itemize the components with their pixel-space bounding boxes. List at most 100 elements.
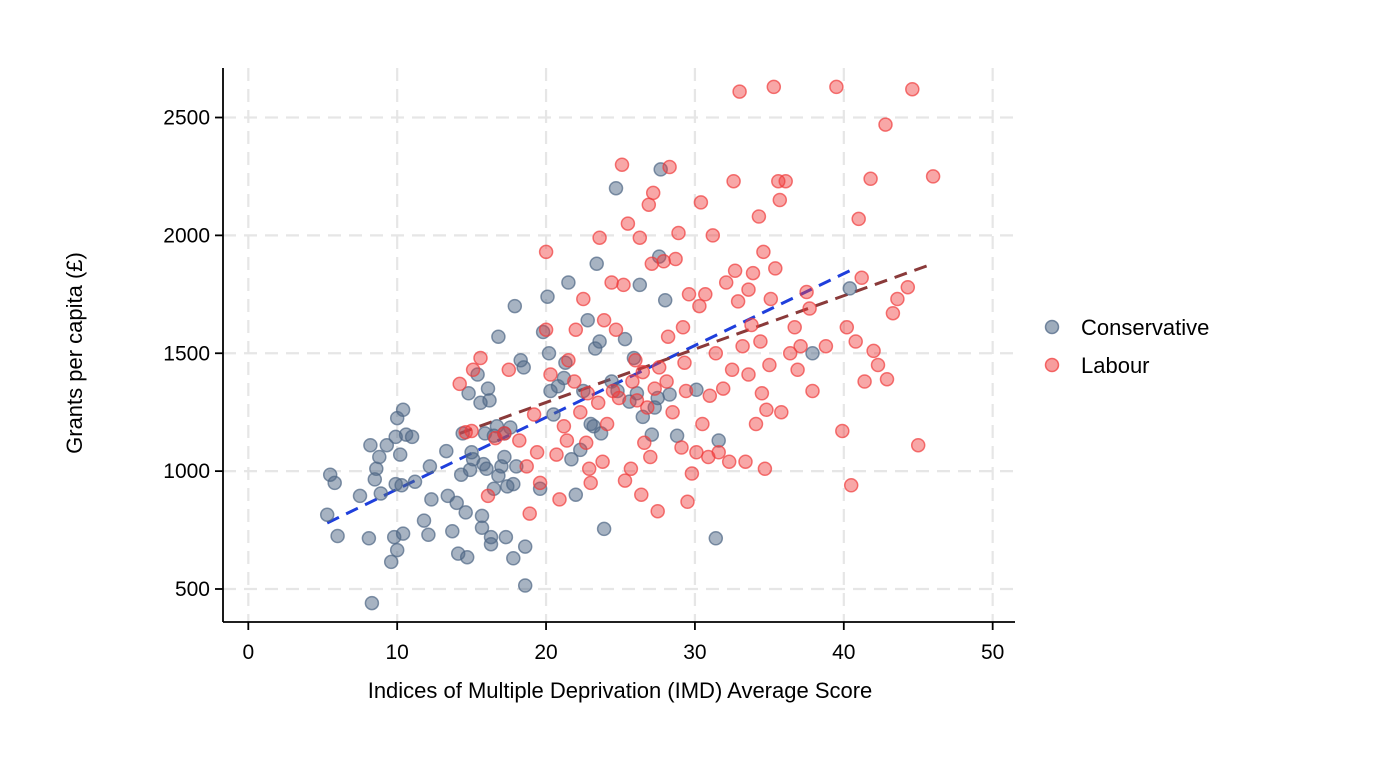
data-point-labour-18 — [549, 447, 564, 462]
data-point-labour-35 — [604, 275, 619, 290]
data-point-labour-134 — [675, 320, 691, 335]
data-point-conservative-33 — [449, 495, 464, 511]
data-point-labour-99 — [763, 291, 779, 307]
data-point-labour-97 — [757, 461, 773, 477]
data-point-labour-7 — [497, 426, 512, 441]
data-point-labour-128 — [890, 291, 905, 307]
data-point-conservative-27 — [422, 459, 438, 474]
data-point-labour-126 — [879, 371, 895, 387]
data-point-labour-88 — [738, 454, 753, 469]
data-point-labour-57 — [656, 254, 671, 269]
data-point-labour-62 — [668, 251, 683, 267]
y-tick-label-1500: 1500 — [163, 342, 210, 365]
y-tick-label-2000: 2000 — [163, 224, 210, 247]
data-point-labour-127 — [885, 305, 901, 321]
data-point-conservative-96 — [608, 180, 624, 196]
data-point-labour-79 — [715, 381, 731, 396]
data-point-labour-100 — [766, 79, 782, 95]
x-tick-label-40: 40 — [832, 641, 855, 664]
data-point-conservative-91 — [589, 256, 604, 271]
data-point-conservative-6 — [361, 531, 377, 546]
data-point-labour-125 — [878, 117, 893, 132]
data-point-labour-90 — [744, 317, 759, 333]
data-point-conservative-5 — [364, 595, 380, 611]
data-point-labour-138 — [581, 461, 597, 477]
data-point-labour-122 — [863, 171, 878, 187]
data-point-labour-70 — [689, 445, 704, 460]
legend-label-labour: Labour — [1081, 353, 1150, 378]
data-point-conservative-13 — [383, 554, 399, 570]
data-point-labour-105 — [778, 173, 793, 189]
data-point-labour-23 — [567, 374, 582, 389]
data-point-labour-29 — [583, 475, 598, 491]
legend-label-conservative: Conservative — [1081, 315, 1209, 340]
x-tick-label-20: 20 — [534, 641, 557, 664]
data-point-labour-89 — [741, 282, 756, 297]
data-point-conservative-67 — [506, 551, 521, 566]
data-point-labour-55 — [650, 503, 665, 519]
x-axis-title: Indices of Multiple Deprivation (IMD) Av… — [368, 678, 873, 703]
data-point-labour-44 — [628, 353, 643, 368]
data-point-conservative-78 — [546, 407, 561, 422]
data-point-conservative-1 — [319, 507, 335, 522]
data-point-conservative-21 — [395, 402, 411, 418]
x-tick-label-10: 10 — [386, 641, 409, 664]
data-point-labour-51 — [643, 449, 658, 465]
data-point-conservative-83 — [564, 452, 579, 467]
data-point-conservative-28 — [424, 492, 439, 507]
data-point-labour-34 — [599, 416, 615, 432]
data-point-labour-91 — [745, 265, 761, 281]
data-points — [319, 79, 941, 611]
data-point-labour-69 — [684, 466, 700, 481]
data-point-labour-38 — [614, 157, 630, 172]
data-point-labour-133 — [635, 364, 651, 380]
data-point-labour-33 — [596, 312, 612, 328]
data-point-labour-68 — [681, 287, 697, 302]
data-point-labour-60 — [662, 159, 677, 175]
data-point-labour-9 — [512, 433, 527, 448]
data-point-labour-85 — [730, 294, 746, 309]
data-point-conservative-66 — [507, 298, 523, 314]
data-point-labour-8 — [501, 362, 517, 378]
data-point-labour-86 — [732, 84, 747, 99]
data-point-labour-124 — [870, 357, 886, 373]
data-point-labour-93 — [751, 209, 767, 224]
data-point-labour-115 — [835, 423, 850, 439]
data-point-labour-49 — [640, 400, 655, 415]
data-point-labour-10 — [519, 459, 534, 474]
data-point-conservative-32 — [445, 523, 460, 539]
data-point-labour-121 — [857, 374, 872, 389]
axes — [215, 68, 1015, 630]
data-point-labour-74 — [698, 287, 713, 302]
data-point-labour-129 — [900, 279, 916, 295]
data-point-labour-13 — [529, 445, 545, 460]
data-point-conservative-115 — [805, 346, 820, 361]
data-point-conservative-22 — [395, 526, 411, 541]
data-point-labour-26 — [576, 291, 591, 307]
data-point-labour-19 — [552, 492, 567, 507]
data-point-conservative-84 — [568, 487, 584, 502]
x-tick-label-0: 0 — [242, 641, 254, 664]
data-point-labour-31 — [592, 230, 607, 245]
data-point-labour-119 — [851, 211, 866, 227]
data-point-labour-27 — [578, 435, 594, 451]
data-point-labour-30 — [590, 395, 606, 411]
data-point-conservative-87 — [580, 312, 595, 328]
data-point-conservative-114 — [711, 433, 726, 448]
data-point-labour-106 — [782, 346, 798, 361]
data-point-labour-16 — [538, 322, 554, 337]
tick-labels: 0 10 20 30 40 50 500 1000 1500 2000 2500 — [163, 107, 1004, 664]
legend-marker-conservative — [1044, 319, 1060, 335]
data-point-labour-53 — [645, 185, 661, 201]
data-point-conservative-50 — [480, 381, 496, 396]
data-point-conservative-30 — [439, 443, 454, 459]
data-point-labour-111 — [802, 301, 817, 316]
data-point-labour-137 — [762, 357, 777, 373]
y-tick-label-1000: 1000 — [163, 460, 210, 483]
data-point-labour-50 — [641, 197, 657, 212]
data-point-labour-136 — [741, 367, 756, 382]
data-point-labour-54 — [647, 381, 662, 396]
data-point-labour-64 — [674, 440, 689, 455]
data-point-labour-82 — [724, 362, 740, 378]
data-point-conservative-76 — [541, 346, 557, 361]
